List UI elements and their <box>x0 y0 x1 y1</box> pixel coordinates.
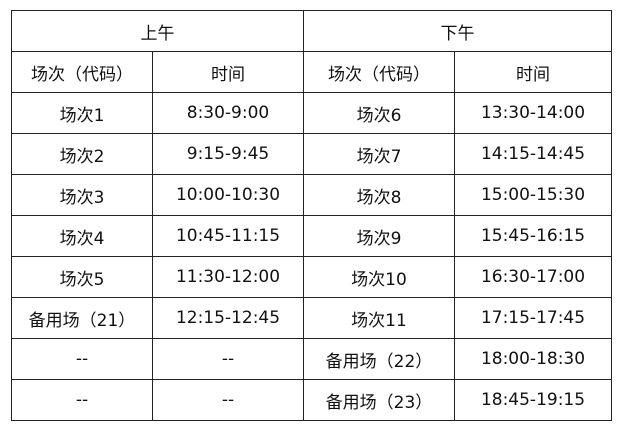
am-session-header: 场次（代码） <box>11 51 153 93</box>
pm-session-cell: 备用场（22） <box>303 338 455 380</box>
am-session-cell: -- <box>11 379 153 421</box>
pm-session-cell: 场次11 <box>303 297 455 339</box>
pm-time-cell: 14:15-14:45 <box>454 133 612 175</box>
pm-session-cell: 场次7 <box>303 133 455 175</box>
am-time-cell: 11:30-12:00 <box>152 256 304 298</box>
table-row: 场次4 10:45-11:15 场次9 15:45-16:15 <box>11 215 612 257</box>
pm-session-header: 场次（代码） <box>303 51 455 93</box>
morning-header: 上午 <box>11 10 304 52</box>
pm-session-cell: 场次8 <box>303 174 455 216</box>
table-row: 场次1 8:30-9:00 场次6 13:30-14:00 <box>11 92 612 134</box>
am-time-cell: 10:45-11:15 <box>152 215 304 257</box>
table-row: 场次3 10:00-10:30 场次8 15:00-15:30 <box>11 174 612 216</box>
am-time-cell: -- <box>152 338 304 380</box>
am-session-cell: -- <box>11 338 153 380</box>
table-row: 场次2 9:15-9:45 场次7 14:15-14:45 <box>11 133 612 175</box>
pm-session-cell: 备用场（23） <box>303 379 455 421</box>
pm-time-cell: 18:45-19:15 <box>454 379 612 421</box>
am-session-cell: 场次1 <box>11 92 153 134</box>
pm-time-cell: 13:30-14:00 <box>454 92 612 134</box>
am-session-cell: 场次4 <box>11 215 153 257</box>
pm-time-cell: 18:00-18:30 <box>454 338 612 380</box>
pm-session-cell: 场次9 <box>303 215 455 257</box>
table-row: 场次5 11:30-12:00 场次10 16:30-17:00 <box>11 256 612 298</box>
pm-time-cell: 15:00-15:30 <box>454 174 612 216</box>
pm-time-header: 时间 <box>454 51 612 93</box>
pm-time-cell: 17:15-17:45 <box>454 297 612 339</box>
column-header-row: 场次（代码） 时间 场次（代码） 时间 <box>11 51 612 93</box>
am-time-cell: 12:15-12:45 <box>152 297 304 339</box>
am-time-cell: 9:15-9:45 <box>152 133 304 175</box>
table-row: -- -- 备用场（23） 18:45-19:15 <box>11 379 612 421</box>
pm-session-cell: 场次6 <box>303 92 455 134</box>
pm-time-cell: 15:45-16:15 <box>454 215 612 257</box>
am-time-cell: -- <box>152 379 304 421</box>
am-time-cell: 10:00-10:30 <box>152 174 304 216</box>
am-time-cell: 8:30-9:00 <box>152 92 304 134</box>
am-session-cell: 场次5 <box>11 256 153 298</box>
afternoon-header: 下午 <box>303 10 612 52</box>
table-row: 备用场（21） 12:15-12:45 场次11 17:15-17:45 <box>11 297 612 339</box>
am-session-cell: 场次3 <box>11 174 153 216</box>
am-session-cell: 场次2 <box>11 133 153 175</box>
header-row: 上午 下午 <box>11 10 612 52</box>
am-time-header: 时间 <box>152 51 304 93</box>
pm-session-cell: 场次10 <box>303 256 455 298</box>
am-session-cell: 备用场（21） <box>11 297 153 339</box>
pm-time-cell: 16:30-17:00 <box>454 256 612 298</box>
schedule-table: 上午 下午 场次（代码） 时间 场次（代码） 时间 场次1 8:30-9:00 场次… <box>11 10 612 421</box>
table-row: -- -- 备用场（22） 18:00-18:30 <box>11 338 612 380</box>
